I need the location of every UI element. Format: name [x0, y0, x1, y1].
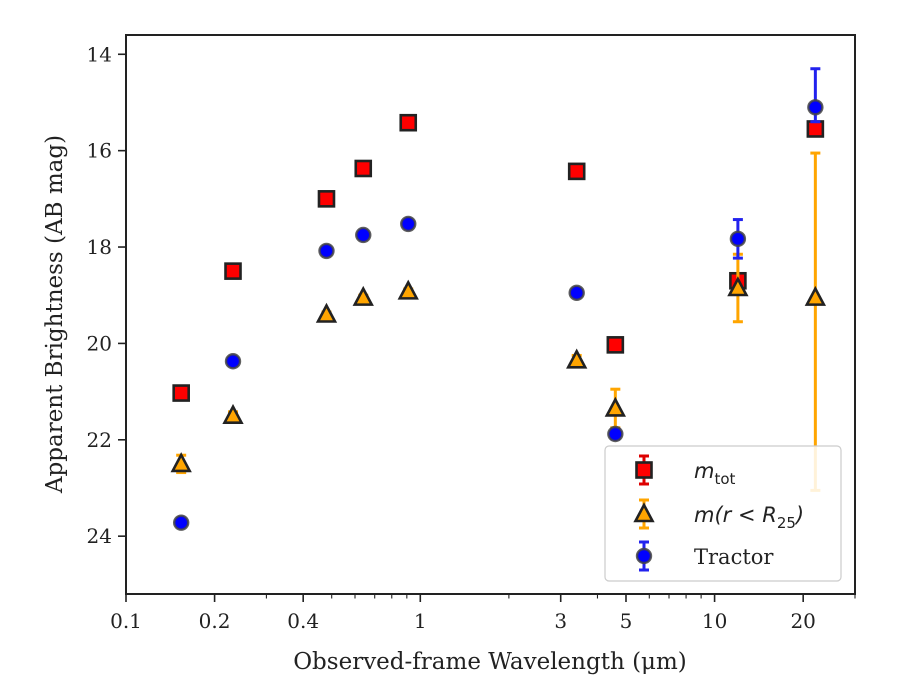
data-point [172, 514, 190, 531]
legend-marker [633, 502, 655, 523]
data-point [172, 384, 190, 402]
legend-label: m(r < R25) [694, 503, 804, 532]
legend-marker [635, 461, 653, 479]
y-axis: 14 16 18 20 22 24 [87, 42, 126, 548]
data-point [317, 190, 336, 208]
x-tick-label: 10 [702, 609, 727, 633]
series-tractor [172, 67, 824, 531]
data-point [354, 159, 373, 178]
x-tick-label: 0.4 [287, 609, 319, 633]
data-point [224, 262, 242, 280]
data-point [315, 302, 338, 323]
data-point [352, 285, 374, 306]
data-point [606, 336, 625, 354]
data-point [604, 396, 627, 417]
x-tick-label: 3 [554, 609, 567, 633]
data-point [399, 113, 418, 132]
legend-box [604, 445, 842, 582]
legend-marker [635, 547, 653, 565]
data-point [222, 403, 244, 424]
y-tick-label: 14 [87, 42, 112, 66]
plot-area [170, 67, 827, 531]
plot-frame [125, 34, 856, 595]
data-point [729, 230, 747, 248]
y-tick-label: 16 [87, 139, 112, 163]
data-point [224, 353, 242, 370]
legend-label: mtot [694, 459, 736, 488]
data-point [806, 120, 825, 138]
x-axis: 0.1 0.2 0.4 1 3 5 10 20 [110, 594, 856, 633]
x-tick-label: 0.1 [110, 609, 142, 633]
x-tick-label: 20 [790, 609, 815, 633]
series-mr25 [170, 151, 827, 492]
data-point [397, 279, 419, 300]
data-point [318, 242, 335, 260]
data-point [804, 285, 827, 306]
x-tick-label: 5 [620, 609, 633, 633]
x-axis-label: Observed-frame Wavelength (μm) [293, 649, 687, 675]
data-point [355, 226, 372, 244]
y-tick-label: 24 [87, 524, 112, 548]
data-point [400, 215, 417, 233]
y-tick-label: 20 [87, 331, 112, 355]
data-point [566, 348, 588, 369]
data-point [727, 276, 749, 297]
x-tick-label: 1 [414, 609, 427, 633]
series-mtot [172, 113, 825, 402]
legend: mtot m(r < R25) Tractor [604, 445, 842, 582]
y-axis-label: Apparent Brightness (AB mag) [42, 135, 68, 494]
data-point [567, 162, 586, 181]
data-point [568, 284, 585, 302]
data-point [807, 99, 824, 116]
y-tick-label: 22 [87, 428, 112, 452]
data-point [607, 425, 624, 443]
legend-label: Tractor [694, 545, 774, 569]
x-tick-label: 0.2 [199, 609, 231, 633]
y-tick-label: 18 [87, 235, 112, 259]
data-point [170, 452, 192, 473]
